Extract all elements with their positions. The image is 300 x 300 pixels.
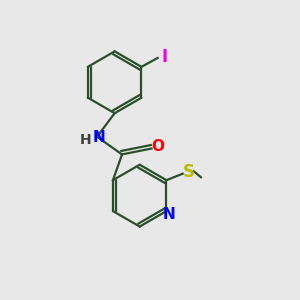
Text: O: O (152, 139, 165, 154)
Text: H: H (80, 133, 92, 147)
Text: N: N (93, 130, 105, 145)
Text: N: N (163, 206, 176, 221)
Text: S: S (183, 163, 195, 181)
Text: I: I (161, 47, 167, 65)
